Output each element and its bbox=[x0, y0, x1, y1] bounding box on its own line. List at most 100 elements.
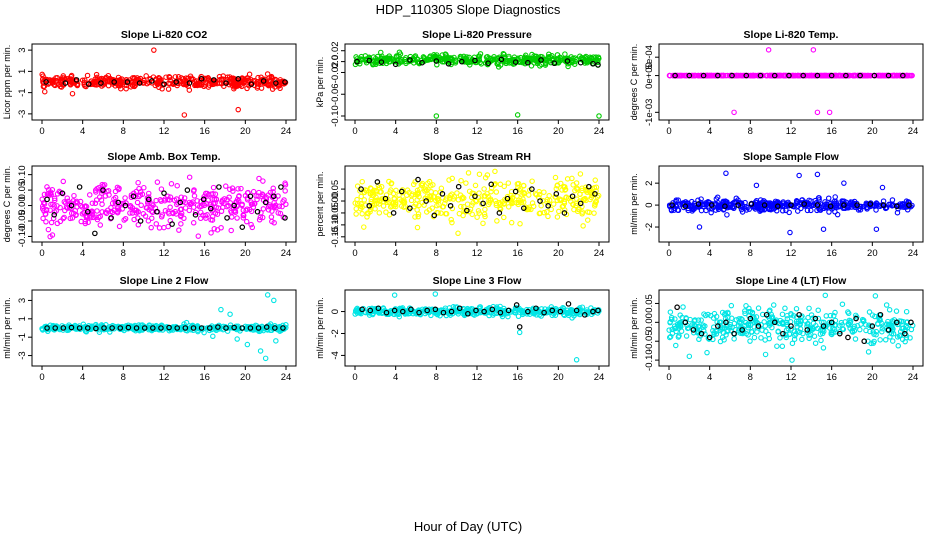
data-point bbox=[873, 328, 880, 335]
black-series-point bbox=[137, 218, 144, 224]
data-point bbox=[416, 202, 422, 209]
black-series-point bbox=[141, 325, 148, 331]
black-series-point bbox=[374, 179, 381, 185]
data-point bbox=[839, 301, 846, 307]
data-point bbox=[90, 214, 96, 221]
black-series-point bbox=[814, 202, 821, 208]
outlier-point bbox=[686, 353, 693, 360]
black-series-point bbox=[247, 325, 254, 331]
data-point bbox=[695, 324, 702, 330]
data-point bbox=[391, 203, 397, 209]
data-point bbox=[782, 305, 788, 312]
black-series-point bbox=[854, 202, 860, 208]
data-point bbox=[698, 317, 704, 323]
data-point bbox=[260, 178, 266, 184]
black-series-point bbox=[207, 205, 214, 212]
black-series-point bbox=[545, 202, 551, 209]
data-point bbox=[698, 207, 705, 214]
black-series-point bbox=[686, 72, 693, 79]
black-series-point bbox=[111, 79, 117, 85]
data-point bbox=[700, 322, 706, 328]
data-point bbox=[58, 84, 65, 90]
data-point bbox=[706, 72, 712, 79]
data-point bbox=[123, 85, 129, 92]
data-point bbox=[741, 322, 748, 329]
data-point bbox=[526, 192, 532, 198]
x-tick-label: 8 bbox=[121, 126, 126, 137]
black-series-point bbox=[85, 81, 92, 87]
data-point bbox=[180, 80, 186, 87]
data-point bbox=[149, 201, 155, 207]
y-tick-label: 0.0 bbox=[330, 55, 341, 68]
data-point bbox=[708, 209, 714, 216]
data-point bbox=[473, 198, 480, 205]
data-point bbox=[218, 208, 225, 215]
data-point bbox=[719, 325, 726, 332]
data-point bbox=[415, 307, 422, 313]
outlier-point bbox=[753, 182, 760, 189]
black-series-point bbox=[60, 325, 67, 331]
data-point bbox=[737, 72, 743, 79]
black-series-point bbox=[525, 308, 531, 315]
data-point bbox=[857, 326, 863, 333]
data-point bbox=[476, 210, 482, 216]
black-series-point bbox=[814, 72, 821, 79]
data-point bbox=[851, 202, 858, 209]
x-tick-label: 8 bbox=[121, 248, 126, 259]
data-point bbox=[768, 203, 774, 210]
data-point bbox=[451, 193, 458, 200]
data-point bbox=[438, 210, 444, 216]
data-point bbox=[159, 212, 166, 218]
data-point bbox=[469, 211, 475, 218]
y-tick-label: 0.00 bbox=[17, 196, 28, 215]
data-point bbox=[879, 328, 885, 335]
data-point bbox=[234, 82, 241, 88]
outlier-point bbox=[234, 336, 240, 342]
data-point bbox=[48, 191, 54, 198]
data-point bbox=[42, 88, 48, 95]
data-point bbox=[529, 178, 535, 184]
y-tick-label: 2 bbox=[644, 181, 655, 186]
x-tick-label: 8 bbox=[748, 248, 753, 259]
data-point bbox=[791, 336, 798, 342]
data-point bbox=[515, 180, 522, 187]
data-point bbox=[756, 205, 762, 211]
black-series-point bbox=[366, 57, 373, 64]
outlier-point bbox=[516, 329, 523, 336]
data-point bbox=[810, 320, 817, 327]
black-series-point bbox=[68, 202, 75, 209]
data-point bbox=[704, 349, 710, 356]
data-point bbox=[529, 200, 536, 206]
data-point bbox=[210, 200, 217, 207]
data-point bbox=[865, 349, 872, 355]
data-point bbox=[88, 78, 95, 84]
plot-area bbox=[352, 291, 602, 363]
data-point bbox=[472, 182, 479, 189]
data-point bbox=[573, 56, 580, 63]
data-point bbox=[209, 217, 216, 223]
black-series-point bbox=[262, 199, 269, 206]
data-point bbox=[571, 313, 577, 319]
data-point bbox=[907, 335, 913, 341]
data-point bbox=[546, 192, 552, 199]
black-series-point bbox=[885, 327, 892, 333]
black-series-point bbox=[190, 325, 197, 331]
x-tick-label: 24 bbox=[594, 126, 605, 137]
data-point bbox=[94, 216, 101, 223]
data-point bbox=[389, 200, 396, 207]
data-point bbox=[434, 62, 440, 68]
data-point bbox=[573, 202, 579, 209]
data-point bbox=[668, 314, 675, 321]
black-series-point bbox=[169, 221, 175, 227]
data-point bbox=[201, 329, 207, 336]
data-point bbox=[838, 319, 845, 326]
black-series-point bbox=[398, 188, 405, 195]
black-series-point bbox=[489, 306, 496, 313]
data-point bbox=[519, 311, 526, 318]
data-point bbox=[89, 200, 96, 206]
data-point bbox=[209, 213, 216, 220]
black-series-point bbox=[586, 183, 592, 190]
black-series-point bbox=[390, 210, 397, 216]
data-point bbox=[872, 313, 878, 320]
